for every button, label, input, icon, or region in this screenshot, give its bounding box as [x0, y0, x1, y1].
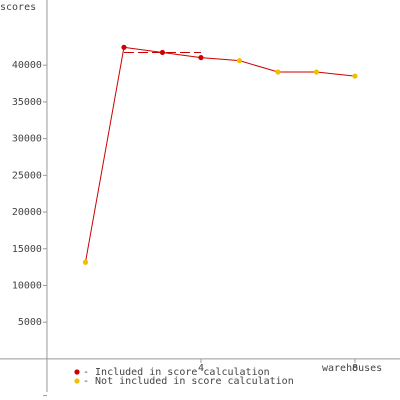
y-tick-label: 30000 — [12, 134, 42, 145]
legend-label: - Included in score calculation — [83, 367, 270, 378]
data-point — [313, 69, 320, 75]
legend-label: - Not included in score calculation — [83, 376, 294, 387]
y-tick-label: 15000 — [12, 244, 42, 255]
data-point — [275, 69, 281, 75]
data-point — [198, 54, 204, 61]
y-tick-label: 10000 — [12, 280, 42, 291]
y-tick-label: 25000 — [12, 170, 42, 181]
x-tick-label: 8 — [352, 363, 358, 374]
data-point — [159, 49, 166, 56]
data-point — [236, 58, 243, 64]
data-point — [121, 44, 127, 50]
y-tick-label: 40000 — [12, 60, 42, 71]
data-point — [82, 259, 89, 265]
y-tick-label: 35000 — [12, 97, 42, 108]
y-axis-label: scores — [0, 2, 36, 13]
x-axis-label: warehouses — [322, 363, 382, 374]
x-tick-label: 4 — [198, 363, 204, 374]
legend-swatch — [74, 378, 80, 384]
data-line — [84, 46, 356, 263]
y-tick-label: 20000 — [12, 207, 42, 218]
y-tick-label: 5000 — [18, 317, 42, 328]
legend-swatch — [74, 369, 80, 375]
data-point — [352, 73, 358, 79]
